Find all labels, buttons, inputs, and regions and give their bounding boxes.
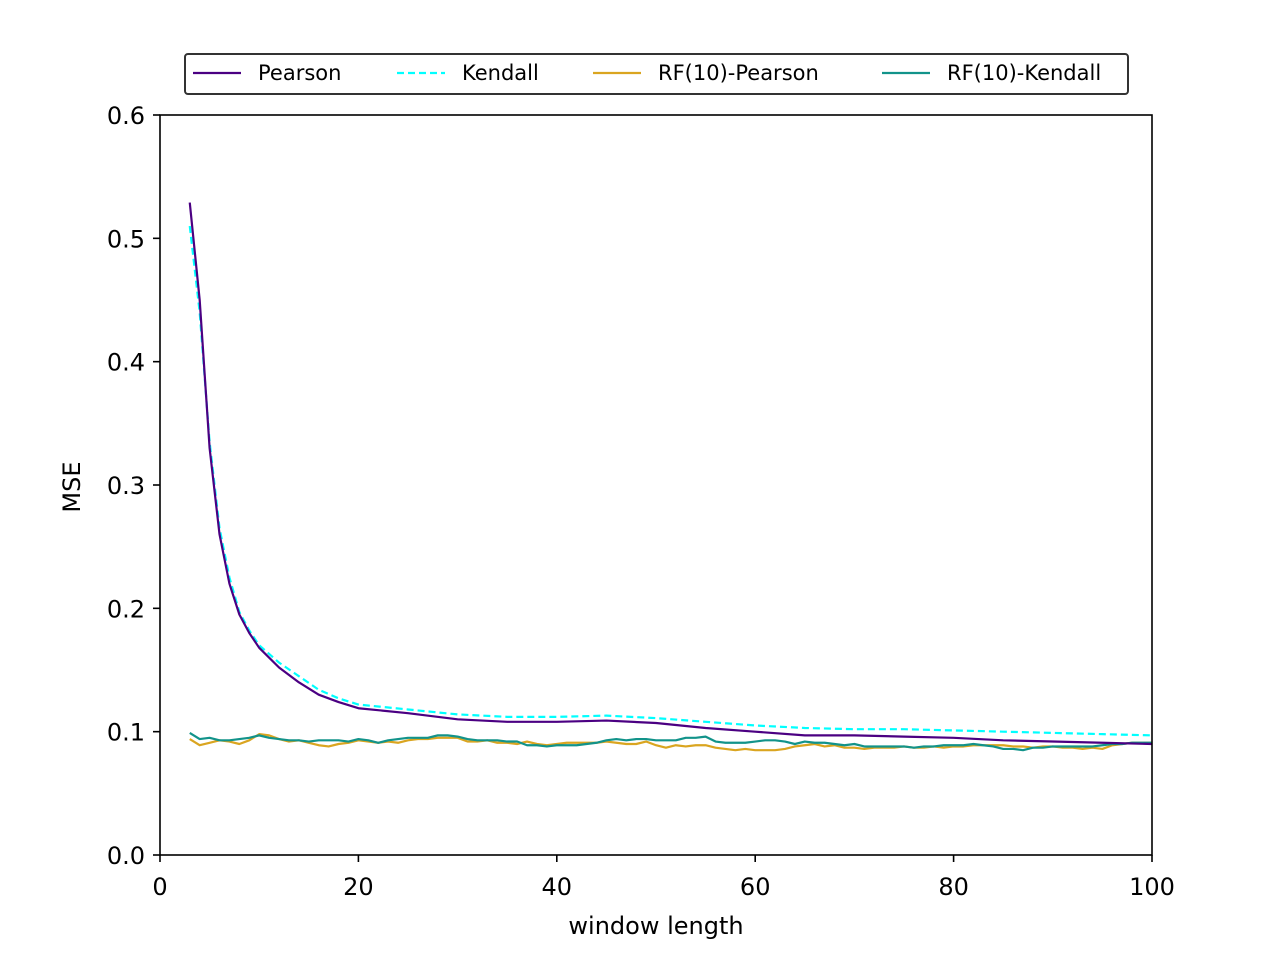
- y-tick-label: 0.2: [107, 595, 145, 623]
- legend-label: RF(10)-Kendall: [947, 61, 1101, 85]
- x-axis: 0 20 40 60 80 100: [152, 855, 1175, 901]
- y-tick-label: 0.0: [107, 842, 145, 870]
- x-tick-label: 40: [542, 873, 573, 901]
- legend-label: Kendall: [462, 61, 539, 85]
- series-line-rf-10-kendall: [189, 731, 1152, 752]
- series-line-pearson: [188, 202, 1152, 746]
- y-axis-label: MSE: [58, 461, 86, 512]
- legend-label: Pearson: [258, 61, 341, 85]
- y-axis: 0.0 0.1 0.2 0.3 0.4 0.5 0.6: [107, 102, 160, 870]
- legend-label: RF(10)-Pearson: [658, 61, 819, 85]
- x-tick-label: 60: [740, 873, 771, 901]
- y-tick-label: 0.6: [107, 102, 145, 130]
- y-tick-label: 0.3: [107, 472, 145, 500]
- x-axis-label: window length: [568, 912, 743, 940]
- legend: Pearson Kendall RF(10)-Pearson RF(10)-Kenda…: [184, 53, 1129, 95]
- x-tick-label: 20: [343, 873, 374, 901]
- series-line-kendall: [188, 225, 1152, 737]
- y-tick-label: 0.5: [107, 225, 145, 253]
- x-tick-label: 100: [1129, 873, 1175, 901]
- y-tick-label: 0.1: [107, 719, 145, 747]
- legend-box: [184, 53, 1129, 95]
- x-tick-label: 80: [938, 873, 969, 901]
- y-tick-label: 0.4: [107, 349, 145, 377]
- x-tick-label: 0: [152, 873, 167, 901]
- series-layer: [188, 202, 1152, 752]
